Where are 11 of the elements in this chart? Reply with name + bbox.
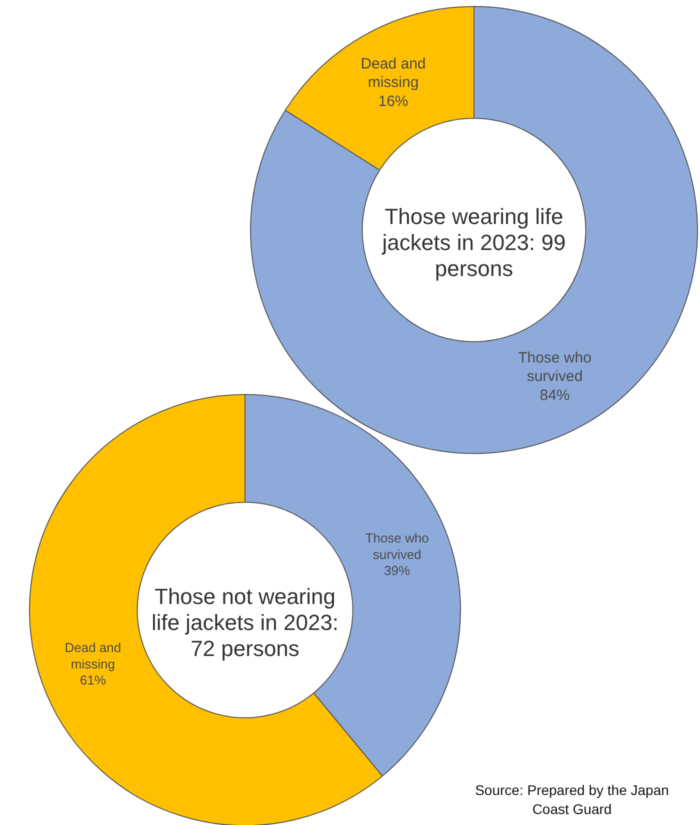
- slice-label: Dead and missing: [360, 56, 426, 92]
- data-label: 16%: [378, 93, 408, 110]
- data-label: 61%: [80, 672, 106, 688]
- data-label: 84%: [540, 386, 570, 404]
- text: Those wearing life jackets in 2023: 99 persons: [380, 204, 567, 282]
- text: Those not wearing life jackets in 2023: 72 persons: [150, 584, 340, 662]
- slice-label: Those who survived: [518, 349, 592, 386]
- data-label: 39%: [384, 563, 411, 578]
- slice-label: Those who survived: [365, 530, 429, 562]
- source-note: Source: Prepared by the Japan Coast Guard: [474, 781, 670, 819]
- slice-label: Dead and missing: [64, 640, 122, 672]
